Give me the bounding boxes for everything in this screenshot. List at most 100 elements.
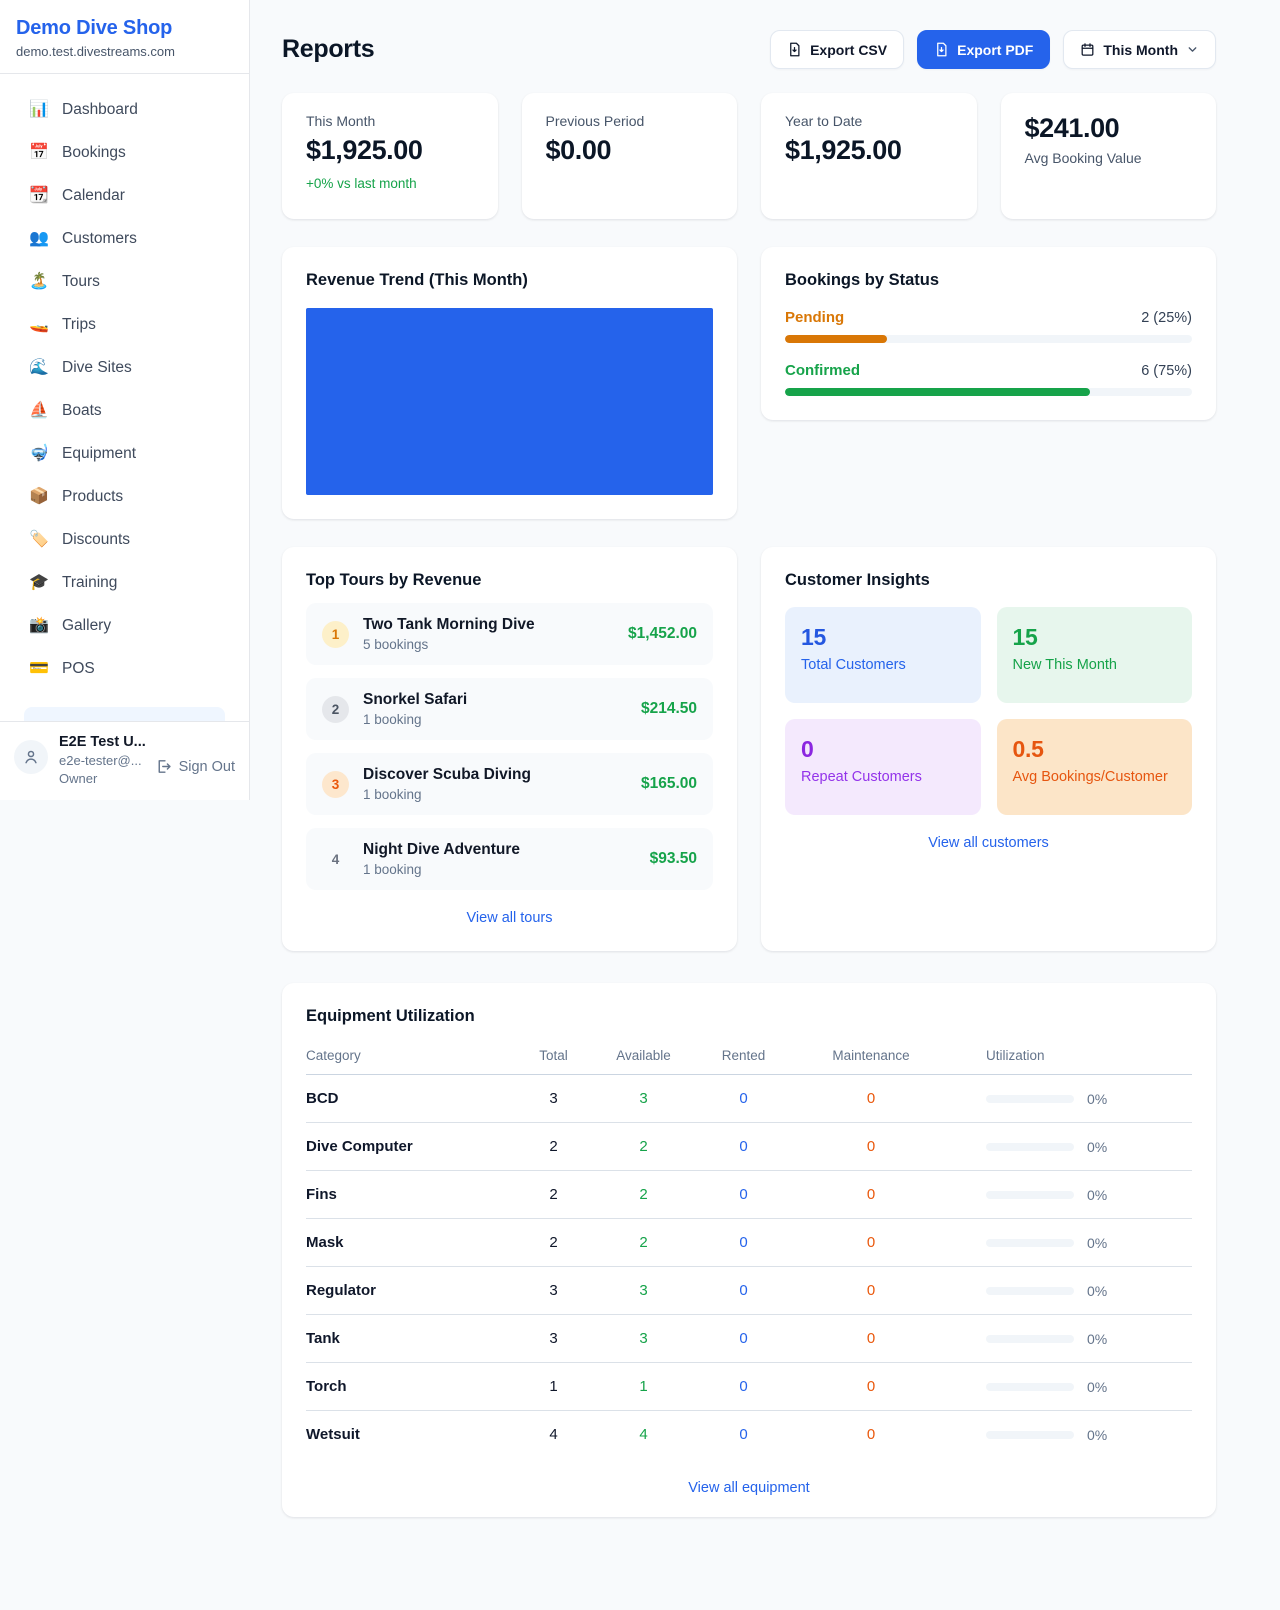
sign-out-button[interactable]: Sign Out <box>155 758 235 775</box>
utilization-bar <box>986 1190 1074 1199</box>
charts-row: Revenue Trend (This Month) Bookings by S… <box>282 247 1216 519</box>
utilization-bar <box>986 1094 1074 1103</box>
sidebar-item-tours[interactable]: 🏝️ Tours <box>12 260 237 303</box>
tour-name: Snorkel Safari <box>363 691 468 708</box>
export-csv-button[interactable]: Export CSV <box>770 30 905 69</box>
cell-utilization: 0% <box>1087 1186 1108 1203</box>
insight-label: New This Month <box>1012 657 1118 673</box>
file-download-icon <box>790 42 800 57</box>
insights-row: Top Tours by Revenue 1 Two Tank Morning … <box>282 547 1216 951</box>
insight-tile-avg-bookings: 0.5 Avg Bookings/Customer <box>996 719 1192 815</box>
cell-rented: 0 <box>739 1138 748 1155</box>
sidebar-item-calendar[interactable]: 📆 Calendar <box>12 174 237 217</box>
file-download-icon <box>937 42 947 57</box>
cell-category: Dive Computer <box>306 1138 413 1155</box>
sidebar-item-dashboard[interactable]: 📊 Dashboard <box>12 88 237 131</box>
tag-icon: 🏷️ <box>29 530 49 548</box>
period-dropdown[interactable]: This Month <box>1063 30 1216 69</box>
insight-value: 15 <box>1012 624 1038 650</box>
export-pdf-button[interactable]: Export PDF <box>917 30 1051 69</box>
utilization-bar <box>986 1334 1074 1343</box>
cell-maintenance: 0 <box>866 1378 876 1395</box>
insight-label: Total Customers <box>801 657 906 673</box>
cell-category: Tank <box>306 1330 340 1347</box>
tour-revenue: $165.00 <box>640 775 697 792</box>
table-row: Fins 2 2 0 0 0% <box>306 1171 1192 1219</box>
cell-maintenance: 0 <box>866 1426 876 1443</box>
chevron-down-icon <box>1188 47 1197 52</box>
column-header-maintenance: Maintenance <box>832 1048 910 1063</box>
stat-card-year-to-date: Year to Date $1,925.00 <box>761 93 977 219</box>
progress-track <box>785 388 1192 396</box>
view-all-customers-link[interactable]: View all customers <box>928 835 1049 851</box>
sidebar-item-discounts[interactable]: 🏷️ Discounts <box>12 518 237 561</box>
tour-row: 3 Discover Scuba Diving 1 booking $165.0… <box>306 753 713 815</box>
revenue-trend-chart <box>306 308 713 495</box>
user-email: e2e-tester@... <box>59 753 142 768</box>
tour-revenue: $93.50 <box>649 850 697 867</box>
table-row: Wetsuit 4 4 0 0 0% <box>306 1411 1192 1458</box>
stats-row: This Month $1,925.00 +0% vs last month P… <box>282 93 1216 219</box>
stat-value: $1,925.00 <box>306 135 423 165</box>
insight-value: 15 <box>801 624 826 650</box>
package-icon: 📦 <box>29 487 49 505</box>
sidebar-item-bookings[interactable]: 📅 Bookings <box>12 131 237 174</box>
sidebar-item-pos[interactable]: 💳 POS <box>12 647 237 690</box>
cell-total: 3 <box>549 1282 558 1299</box>
stat-card-avg-booking-value: $241.00 Avg Booking Value <box>1000 93 1216 219</box>
sidebar-item-label: Training <box>62 573 118 591</box>
bar-chart-icon: 📊 <box>29 100 49 118</box>
stat-card-this-month: This Month $1,925.00 +0% vs last month <box>282 93 498 219</box>
revenue-trend-card: Revenue Trend (This Month) <box>282 247 737 519</box>
customer-insights-card: Customer Insights 15 Total Customers 15 … <box>761 547 1216 951</box>
people-icon: 👥 <box>29 229 49 247</box>
sidebar-item-dive-sites[interactable]: 🌊 Dive Sites <box>12 346 237 389</box>
view-all-tours-link[interactable]: View all tours <box>466 910 553 926</box>
tour-bookings: 1 booking <box>363 862 422 877</box>
cell-maintenance: 0 <box>866 1186 876 1203</box>
sidebar-item-products[interactable]: 📦 Products <box>12 475 237 518</box>
page-title: Reports <box>282 35 375 63</box>
top-tours-title: Top Tours by Revenue <box>306 571 482 589</box>
sidebar-item-equipment[interactable]: 🤿 Equipment <box>12 432 237 475</box>
sidebar-item-trips[interactable]: 🚤 Trips <box>12 303 237 346</box>
cell-utilization: 0% <box>1087 1330 1108 1347</box>
sidebar-item-gallery[interactable]: 📸 Gallery <box>12 604 237 647</box>
period-label: This Month <box>1103 41 1178 58</box>
cell-utilization: 0% <box>1087 1282 1108 1299</box>
stat-value: $0.00 <box>545 135 612 165</box>
cell-maintenance: 0 <box>866 1138 876 1155</box>
tour-revenue: $214.50 <box>640 700 697 717</box>
sidebar-item-label: Customers <box>62 229 137 247</box>
cell-total: 2 <box>549 1138 558 1155</box>
tour-revenue: $1,452.00 <box>628 625 697 642</box>
tear-calendar-icon: 📆 <box>29 186 49 204</box>
cell-maintenance: 0 <box>866 1234 876 1251</box>
view-all-equipment-link[interactable]: View all equipment <box>688 1480 810 1496</box>
cell-available: 1 <box>639 1378 648 1395</box>
tour-name: Discover Scuba Diving <box>363 766 531 783</box>
cell-total: 4 <box>549 1426 558 1443</box>
cell-utilization: 0% <box>1087 1426 1108 1443</box>
sidebar-item-label: Products <box>62 487 124 505</box>
cell-available: 4 <box>639 1426 648 1443</box>
sidebar-item-training[interactable]: 🎓 Training <box>12 561 237 604</box>
export-csv-label: Export CSV <box>810 41 888 58</box>
cell-available: 2 <box>639 1186 648 1203</box>
equipment-table: Category Total Available Rented Maintena… <box>306 1036 1192 1458</box>
cell-total: 2 <box>549 1234 558 1251</box>
status-value: 6 (75%) <box>1141 362 1192 379</box>
table-row: Regulator 3 3 0 0 0% <box>306 1267 1192 1315</box>
calendar-icon <box>1081 43 1094 56</box>
cell-available: 3 <box>639 1282 648 1299</box>
sidebar-item-customers[interactable]: 👥 Customers <box>12 217 237 260</box>
sidebar-nav: 📊 Dashboard 📅 Bookings 📆 Calendar 👥 Cust… <box>0 74 249 750</box>
cell-rented: 0 <box>739 1330 748 1347</box>
sidebar-item-label: Gallery <box>62 616 112 634</box>
main-content: Reports Export CSV Export PDF This Month <box>250 0 1280 1557</box>
sidebar-item-boats[interactable]: ⛵ Boats <box>12 389 237 432</box>
utilization-bar <box>986 1238 1074 1247</box>
sign-out-label: Sign Out <box>178 758 235 775</box>
stat-card-previous-period: Previous Period $0.00 <box>521 93 737 219</box>
status-group-pending: Pending 2 (25%) <box>785 309 1192 343</box>
